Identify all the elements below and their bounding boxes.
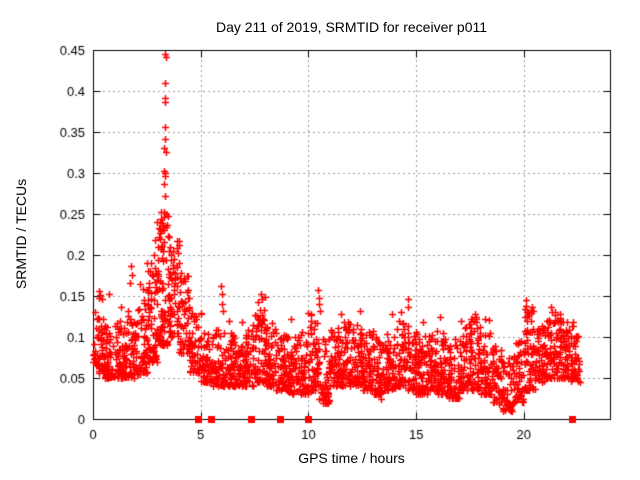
x-axis-label: GPS time / hours <box>298 450 405 466</box>
chart-title: Day 211 of 2019, SRMTID for receiver p01… <box>215 19 488 35</box>
y-axis-label-text: SRMTID / TECUs <box>13 178 29 290</box>
